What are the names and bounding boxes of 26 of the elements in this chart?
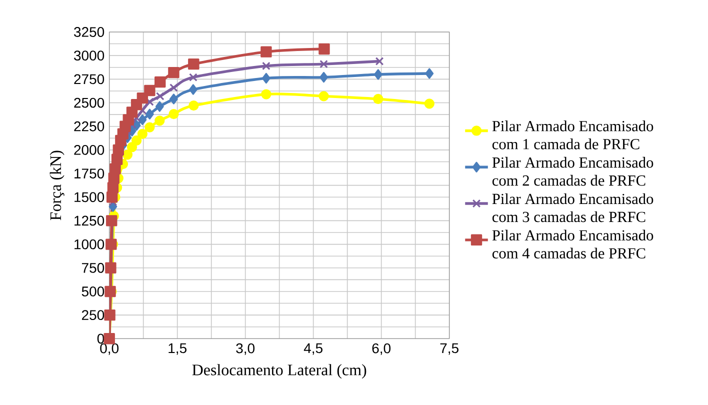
legend-label: Pilar Armado Encamisado com 4 camadas de PRFC: [492, 230, 654, 258]
y-tick-label: 2250: [74, 121, 104, 132]
y-tick-label: 1000: [74, 239, 104, 250]
y-axis-title: Força (kN): [50, 150, 64, 220]
legend-label: Pilar Armado Encamisado com 3 camadas de PRFC: [492, 193, 654, 222]
legend-label: Pilar Armado Encamisado com 2 camadas de PRFC: [492, 156, 654, 186]
legend-label: Pilar Armado Encamisado com 1 camada de PRFC: [492, 120, 654, 150]
x-tick-label: 4,5: [304, 343, 322, 355]
x-tick-label: 1,5: [168, 343, 186, 355]
x-axis-title: Deslocamento Lateral (cm): [192, 364, 366, 378]
y-tick-label: 1250: [74, 216, 104, 226]
y-tick-label: 2750: [74, 74, 104, 84]
y-tick-label: 2500: [74, 98, 104, 108]
x-tick-label: 6,0: [372, 343, 391, 355]
y-tick-label: 250: [82, 310, 104, 320]
x-tick-label: 7,5: [440, 343, 458, 355]
x-tick-label: 3,0: [236, 343, 255, 355]
y-tick-label: 0: [97, 334, 104, 344]
y-tick-label: 500: [82, 286, 104, 296]
y-tick-label: 2000: [74, 144, 104, 155]
y-tick-label: 3000: [74, 50, 104, 60]
y-tick-label: 1750: [74, 168, 104, 178]
x-tick-label: 0,0: [100, 343, 119, 355]
y-tick-label: 1500: [74, 192, 104, 202]
y-tick-label: 750: [82, 262, 104, 273]
y-tick-label: 3250: [74, 26, 104, 37]
